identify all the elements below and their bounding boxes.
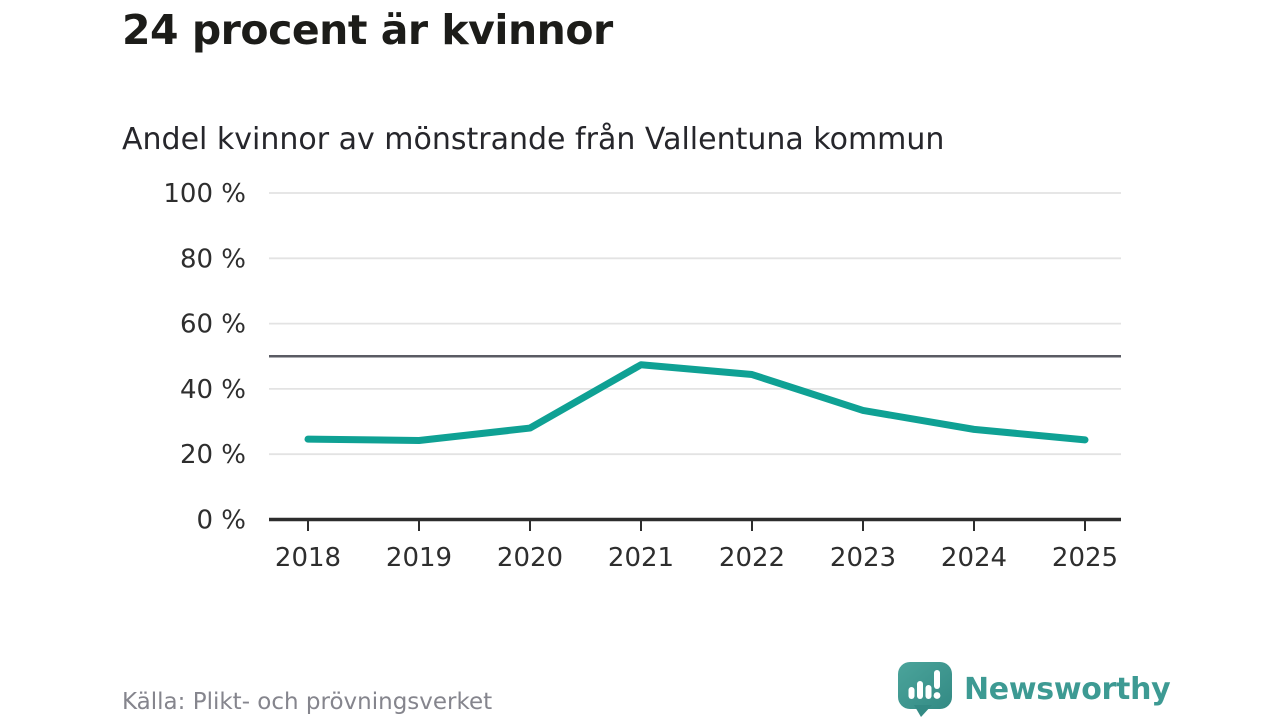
bar-chart-bar-1 — [908, 687, 915, 699]
x-tick-label: 2025 — [1052, 543, 1118, 573]
chart-subtitle: Andel kvinnor av mönstrande från Vallent… — [122, 122, 945, 157]
bar-chart-bar-3 — [925, 685, 932, 699]
newsworthy-logo-text: Newsworthy — [964, 672, 1171, 707]
x-tick-label: 2023 — [830, 543, 896, 573]
x-tick-label: 2024 — [941, 543, 1007, 573]
x-tick-label: 2022 — [719, 543, 785, 573]
y-tick-label: 40 % — [180, 375, 246, 405]
line-chart: 0 % 20 % 40 % 60 % 80 % 100 % 2018 2019 2020 2021… — [163, 179, 1121, 573]
bar-chart-bar-2 — [917, 681, 923, 699]
newsworthy-logo: Newsworthy — [897, 661, 1171, 718]
x-tick-label: 2019 — [386, 543, 452, 573]
data-line — [304, 361, 1089, 444]
exclamation-dot — [933, 692, 941, 699]
newsworthy-logo-icon — [898, 662, 952, 717]
x-tick-label: 2018 — [275, 543, 341, 573]
exclamation-bar — [934, 670, 940, 689]
chart-title: 24 procent är kvinnor — [122, 6, 613, 54]
x-tick-label: 2021 — [608, 543, 674, 573]
y-tick-label: 100 % — [163, 179, 246, 209]
speech-bubble-tail — [914, 705, 932, 717]
speech-bubble-shape — [898, 662, 952, 709]
y-tick-label: 80 % — [180, 244, 246, 274]
y-tick-label: 60 % — [180, 310, 246, 340]
source-note: Källa: Plikt- och prövningsverket — [122, 689, 493, 715]
x-tick-label: 2020 — [497, 543, 563, 573]
y-tick-label: 20 % — [180, 440, 246, 470]
y-tick-label: 0 % — [196, 506, 246, 536]
